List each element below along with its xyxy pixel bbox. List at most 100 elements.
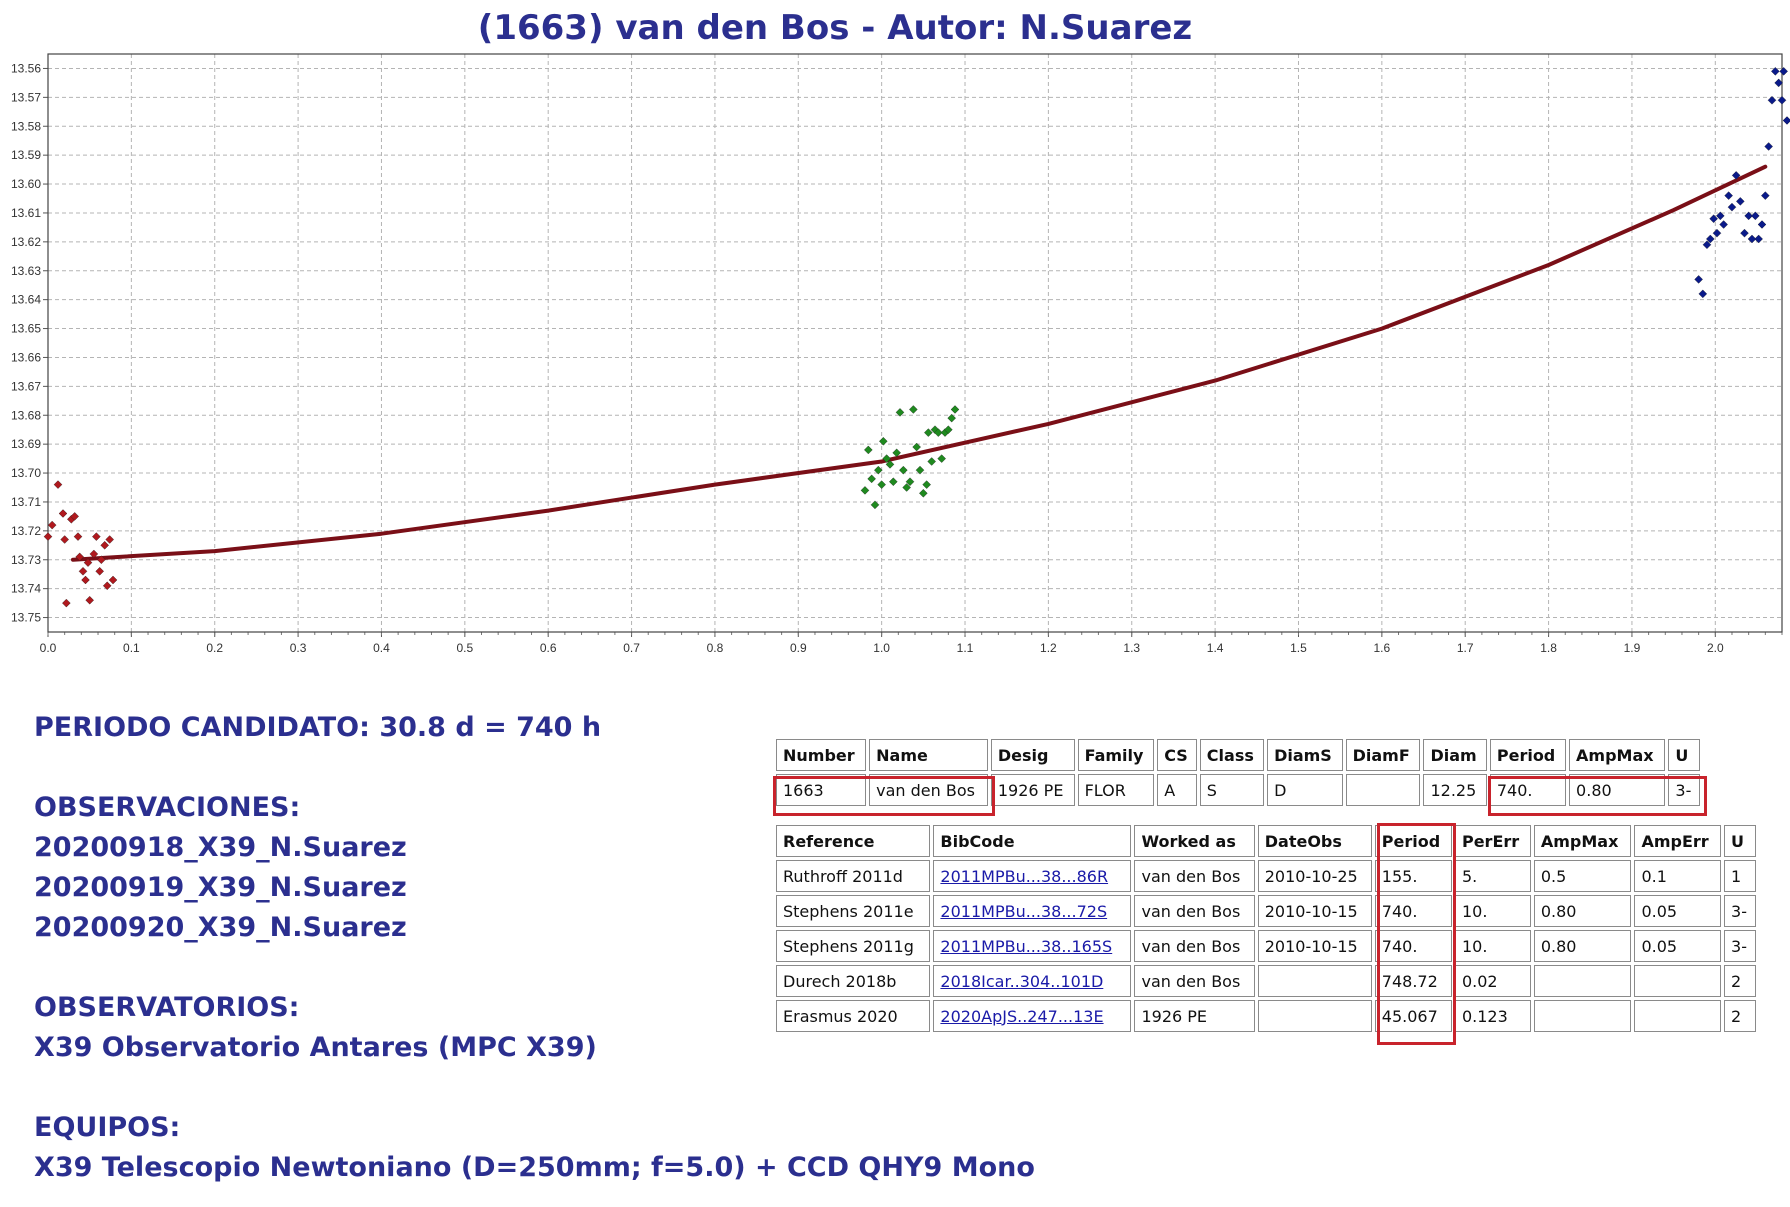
data-point (81, 575, 90, 585)
data-point (944, 425, 953, 434)
table-row: Durech 2018b 2018Icar..304..101D van den… (776, 965, 1756, 997)
x-tick-label: 0.7 (623, 641, 640, 655)
data-point (1706, 234, 1715, 244)
data-point (927, 457, 936, 466)
data-point (870, 500, 880, 510)
plot-area (48, 54, 1782, 632)
data-point (877, 480, 886, 489)
col-u: U (1724, 825, 1756, 857)
cell-reference: Stephens 2011e (776, 895, 931, 927)
bibcode-link[interactable]: 2011MPBu...38..165S (940, 936, 1113, 956)
y-tick-label: 13.61 (11, 206, 41, 220)
y-tick-label: 13.74 (11, 582, 41, 596)
y-tick-label: 13.60 (11, 177, 41, 191)
data-point (1777, 95, 1787, 105)
x-tick-label: 2.0 (1707, 641, 1724, 655)
col-diam: Diam (1423, 739, 1487, 771)
cell-u: 2 (1724, 1000, 1756, 1032)
plot-frame (47, 53, 1783, 633)
y-tick-label: 13.64 (11, 293, 41, 307)
y-tick-label: 13.59 (11, 148, 41, 162)
x-tick-label: 0.0 (40, 641, 57, 655)
cell-amperr (1634, 1000, 1722, 1032)
data-point (1764, 142, 1773, 151)
highlight-name-box (773, 776, 995, 816)
bibcode-link[interactable]: 2020ApJS..247...13E (940, 1006, 1104, 1026)
data-point (882, 454, 891, 463)
cell-period: 45.067 (1374, 1000, 1452, 1032)
cell-ampmax: 0.80 (1533, 895, 1632, 927)
bibcode-link[interactable]: 2018Icar..304..101D (940, 971, 1104, 991)
x-tick-label: 1.9 (1624, 641, 1641, 655)
data-point (60, 535, 69, 544)
data-point (860, 486, 870, 495)
cell-u: 3- (1724, 930, 1756, 962)
col-reference: Reference (776, 825, 931, 857)
observation-2: 20200919_X39_N.Suarez (34, 872, 407, 903)
data-point (108, 575, 118, 585)
data-point (1761, 191, 1770, 200)
data-point (947, 413, 956, 423)
data-point (1771, 67, 1780, 76)
data-point (83, 558, 93, 567)
x-tick-label: 0.1 (123, 641, 140, 655)
data-point (909, 405, 918, 414)
cell-ampmax: 0.80 (1569, 774, 1666, 806)
data-point (899, 465, 908, 475)
cell-dateobs: 2010-10-25 (1257, 860, 1372, 892)
cell-class: S (1199, 774, 1265, 806)
data-point (70, 512, 79, 521)
data-point (1754, 234, 1763, 244)
data-point (1716, 211, 1725, 221)
col-number: Number (776, 739, 867, 771)
cell-reference: Erasmus 2020 (776, 1000, 931, 1032)
cell-pererr: 0.02 (1454, 965, 1531, 997)
cell-period: 740. (1374, 930, 1452, 962)
observation-1: 20200918_X39_N.Suarez (34, 832, 407, 863)
x-tick-label: 1.2 (1040, 641, 1057, 655)
cell-dateobs (1257, 1000, 1372, 1032)
data-point (1767, 95, 1777, 105)
x-tick-label: 0.5 (456, 641, 473, 655)
data-point (1694, 275, 1703, 284)
col-diams: DiamS (1267, 739, 1343, 771)
cell-worked-as: van den Bos (1134, 965, 1255, 997)
highlight-period-column (1377, 823, 1456, 1045)
data-point (73, 532, 83, 541)
equipment-title: EQUIPOS: (34, 1112, 181, 1143)
cell-amperr: 0.05 (1634, 930, 1722, 962)
y-tick-label: 13.69 (11, 437, 41, 451)
col-u: U (1668, 739, 1700, 771)
data-point (1740, 228, 1749, 238)
y-tick-label: 13.71 (11, 495, 41, 509)
cell-worked-as: van den Bos (1134, 860, 1255, 892)
col-name: Name (869, 739, 988, 771)
data-point (97, 555, 106, 565)
cell-desig: 1926 PE (990, 774, 1075, 806)
cell-period: 155. (1374, 860, 1452, 892)
cell-reference: Ruthroff 2011d (776, 860, 931, 892)
data-point (1757, 220, 1767, 229)
data-point (919, 488, 928, 498)
x-tick-label: 1.4 (1207, 641, 1224, 655)
cell-u: 3- (1668, 774, 1700, 806)
cell-family: FLOR (1077, 774, 1155, 806)
bibcode-link[interactable]: 2011MPBu...38...86R (940, 866, 1109, 886)
cell-period: 748.72 (1374, 965, 1452, 997)
table-row: Stephens 2011e 2011MPBu...38...72S van d… (776, 895, 1756, 927)
data-point (1736, 197, 1745, 206)
data-point (102, 581, 112, 591)
y-tick-label: 13.56 (11, 61, 41, 75)
lightcurve-chart: 0.0 0.1 0.2 0.3 0.4 0.5 0.6 0.7 0.8 0.9 1.0 1.1 1.2 1… (11, 53, 1790, 655)
bibcode-link[interactable]: 2011MPBu...38...72S (940, 901, 1108, 921)
highlight-period-box (1488, 776, 1707, 816)
y-tick-label: 13.63 (11, 264, 41, 278)
data-point (53, 480, 63, 489)
col-desig: Desig (990, 739, 1075, 771)
table-row: Erasmus 2020 2020ApJS..247...13E 1926 PE… (776, 1000, 1756, 1032)
data-point (934, 428, 943, 437)
col-family: Family (1077, 739, 1155, 771)
data-point (1782, 116, 1790, 125)
data-point (1698, 289, 1708, 299)
data-point (924, 428, 933, 437)
